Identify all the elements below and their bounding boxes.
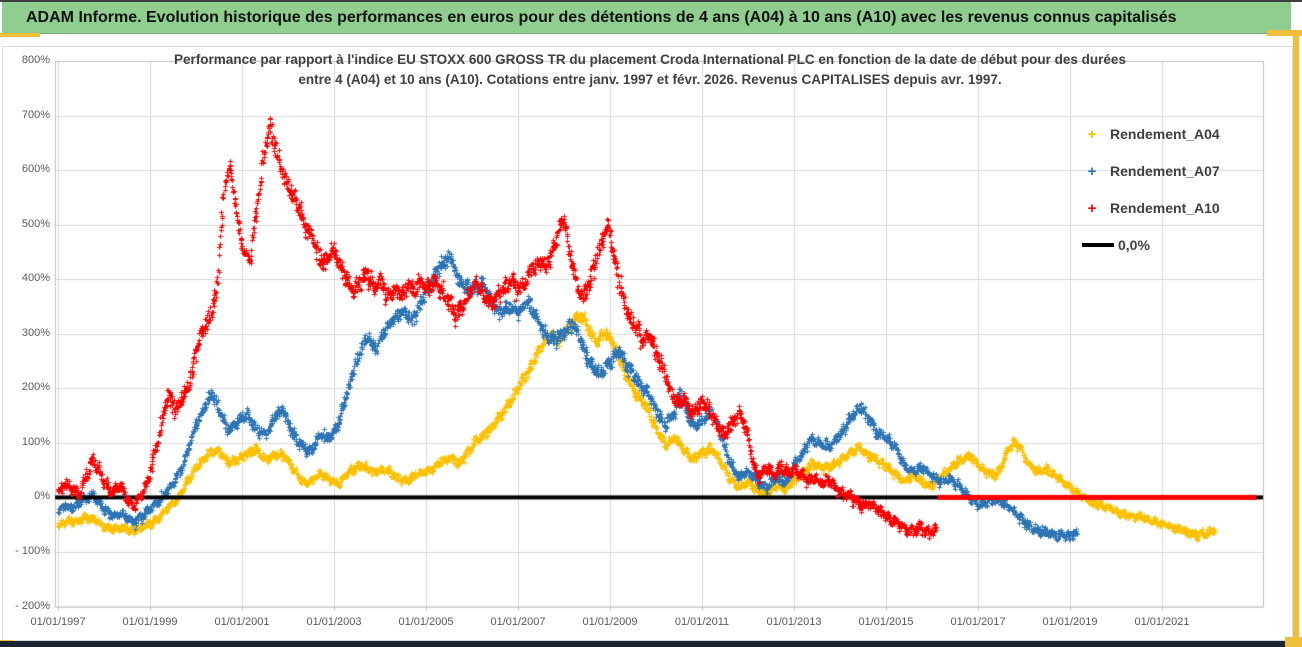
x-axis-label: 01/01/2019 — [1042, 616, 1098, 628]
y-axis-label: 100% — [21, 435, 50, 448]
y-axis-label: - 100% — [15, 544, 50, 557]
x-axis-label: 01/01/2007 — [490, 616, 546, 628]
x-axis-label: 01/01/2013 — [766, 616, 822, 628]
x-axis-label: 01/01/1999 — [122, 616, 178, 628]
x-axis-label: 01/01/2017 — [950, 616, 1006, 628]
legend-plus-marker: + — [1087, 162, 1097, 180]
y-axis-label: 600% — [21, 163, 50, 176]
legend-item-rendement-a04[interactable]: + Rendement_A04 — [1082, 122, 1220, 146]
chart-title-line1: Performance par rapport à l'indice EU ST… — [174, 52, 1126, 67]
x-axis-label: 01/01/2001 — [214, 616, 270, 628]
legend-item-0-0-[interactable]: 0,0% — [1082, 233, 1150, 257]
chart-title: Performance par rapport à l'indice EU ST… — [130, 50, 1170, 90]
gold-accent-bottom-right — [1285, 637, 1302, 647]
legend-plus-marker: + — [1087, 199, 1097, 217]
chart-title-line2: entre 4 (A04) et 10 ans (A10). Cotations… — [298, 72, 1002, 87]
y-axis-label: 800% — [21, 54, 50, 66]
legend-label: Rendement_A04 — [1110, 126, 1220, 142]
y-axis-label: 500% — [21, 217, 50, 230]
bottom-dark-bar — [0, 641, 1290, 647]
x-axis-label: 01/01/2009 — [582, 616, 638, 628]
x-axis-label: 01/01/1997 — [30, 616, 86, 628]
legend-label: 0,0% — [1118, 237, 1150, 253]
y-axis-label: - 200% — [15, 599, 50, 612]
legend-item-rendement-a10[interactable]: + Rendement_A10 — [1082, 196, 1220, 220]
y-axis-label: 300% — [21, 326, 50, 339]
legend-label: Rendement_A10 — [1110, 200, 1220, 216]
x-axis-label: 01/01/2003 — [306, 616, 362, 628]
y-axis-label: 700% — [21, 108, 50, 121]
y-axis-label: 400% — [21, 272, 50, 285]
x-axis-label: 01/01/2015 — [858, 616, 914, 628]
y-axis-label: 0% — [34, 490, 50, 503]
x-axis-label: 01/01/2021 — [1134, 616, 1190, 628]
x-axis-label: 01/01/2011 — [674, 616, 730, 628]
legend-line-swatch — [1082, 243, 1114, 247]
x-axis-label: 01/01/2005 — [398, 616, 454, 628]
legend-label: Rendement_A07 — [1110, 163, 1220, 179]
legend-plus-marker: + — [1087, 125, 1097, 143]
y-axis-label: 200% — [21, 381, 50, 394]
legend-item-rendement-a07[interactable]: + Rendement_A07 — [1082, 159, 1220, 183]
